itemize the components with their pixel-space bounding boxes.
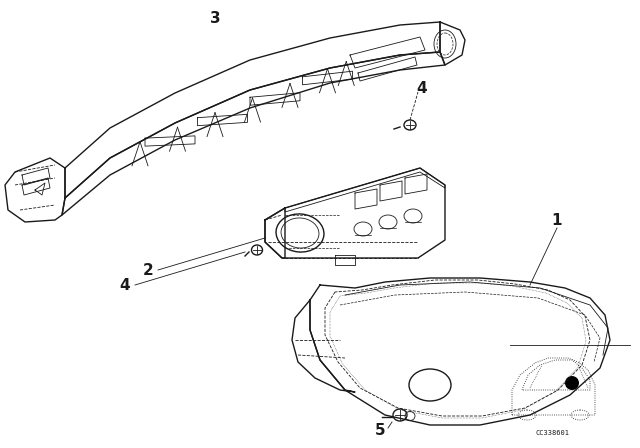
Text: 5: 5 bbox=[374, 422, 385, 438]
Text: 4: 4 bbox=[417, 81, 428, 95]
Text: 4: 4 bbox=[120, 277, 131, 293]
Text: 2: 2 bbox=[143, 263, 154, 277]
Circle shape bbox=[565, 376, 579, 390]
Text: 1: 1 bbox=[552, 212, 563, 228]
Text: 3: 3 bbox=[210, 10, 220, 26]
Text: CC338601: CC338601 bbox=[536, 430, 570, 436]
